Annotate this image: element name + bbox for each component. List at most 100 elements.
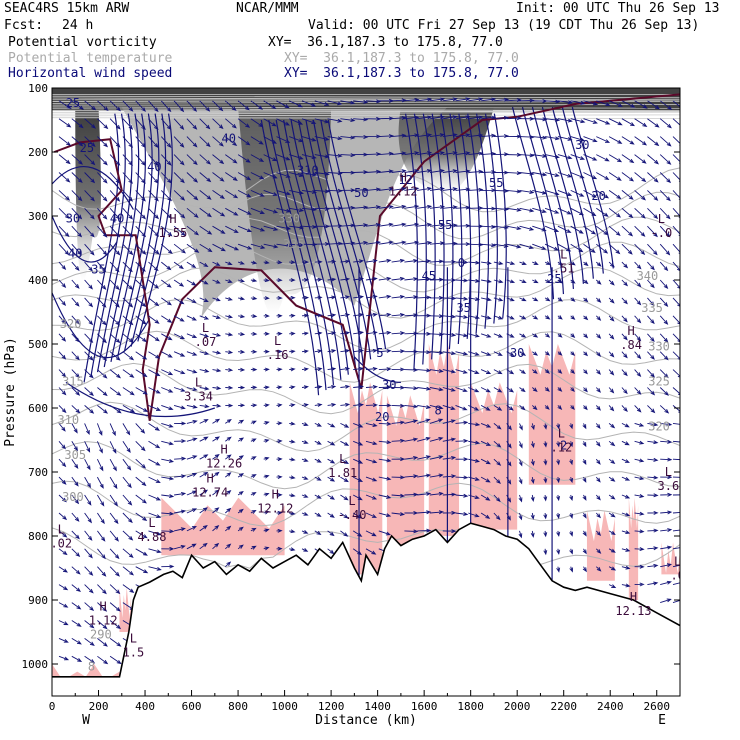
wind-vector-570 bbox=[442, 296, 457, 301]
wind-vector-991 bbox=[186, 455, 198, 460]
wind-vector-1023 bbox=[595, 458, 601, 465]
wind-vector-913 bbox=[442, 419, 456, 424]
wind-vector-87 bbox=[532, 117, 548, 122]
wind-vector-16 bbox=[250, 100, 264, 110]
wind-vector-751 bbox=[250, 367, 258, 372]
wind-vector-371 bbox=[404, 222, 420, 227]
extremum-kind-15: L bbox=[558, 427, 565, 441]
wind-speed-label-20: 30 bbox=[510, 346, 524, 360]
wind-vector-923 bbox=[569, 423, 574, 430]
wind-vector-335 bbox=[570, 207, 585, 216]
wind-contour-c-3 bbox=[422, 113, 436, 360]
wind-vector-503 bbox=[212, 279, 221, 284]
wind-vector-933 bbox=[71, 441, 79, 452]
wind-vector-821 bbox=[519, 387, 526, 393]
wind-vector-239 bbox=[596, 172, 610, 180]
wind-vector-1218 bbox=[672, 529, 680, 532]
wind-vector-1110 bbox=[455, 493, 469, 498]
wind-vector-881 bbox=[659, 405, 670, 414]
wind-vector-746 bbox=[186, 369, 198, 374]
wind-vector-314 bbox=[301, 207, 318, 212]
wind-vector-1162 bbox=[493, 512, 501, 521]
wind-vector-48 bbox=[659, 100, 673, 111]
wind-vector-241 bbox=[621, 172, 635, 182]
wind-vector-737 bbox=[71, 369, 81, 379]
wind-vector-1208 bbox=[543, 530, 548, 538]
theta-label-1: 330 bbox=[278, 211, 300, 225]
wind-vector-296 bbox=[71, 207, 83, 220]
wind-vector-990 bbox=[174, 456, 187, 461]
wind-vector-325 bbox=[442, 205, 458, 210]
wind-vector-1191 bbox=[237, 526, 244, 532]
wind-vector-172 bbox=[365, 152, 382, 157]
wind-vector-625 bbox=[519, 315, 527, 320]
wind-vector-974 bbox=[595, 441, 601, 447]
wind-vector-696 bbox=[173, 351, 186, 357]
wind-vector-825 bbox=[570, 387, 575, 393]
wind-vector-235 bbox=[544, 172, 560, 177]
wind-vector-557 bbox=[276, 295, 283, 300]
wind-vector-385 bbox=[583, 225, 597, 235]
theta-label-9: 315 bbox=[62, 375, 84, 389]
wind-vector-181 bbox=[481, 151, 497, 156]
wind-vector-705 bbox=[289, 349, 296, 354]
extremum-value-16: 3.6 bbox=[658, 479, 680, 493]
wind-vector-159 bbox=[199, 154, 211, 165]
wind-vector-1101 bbox=[340, 494, 349, 501]
extremum-value-1: 1.55 bbox=[158, 226, 187, 240]
wind-vector-981 bbox=[58, 458, 67, 468]
wind-vector-1011 bbox=[442, 455, 457, 460]
wind-vector-461 bbox=[302, 260, 310, 265]
wind-vector-1289 bbox=[71, 602, 82, 610]
wind-vector-329 bbox=[493, 207, 510, 212]
wind-vector-2 bbox=[71, 100, 84, 110]
wind-vector-99 bbox=[58, 136, 72, 146]
wind-vector-654 bbox=[263, 331, 270, 336]
wind-vector-409 bbox=[263, 243, 279, 249]
wind-vector-661 bbox=[353, 330, 365, 335]
wind-vector-1125 bbox=[647, 493, 659, 498]
wind-vector-668 bbox=[442, 332, 457, 337]
wind-vector-806 bbox=[327, 384, 337, 389]
wind-vector-124 bbox=[378, 134, 394, 139]
wind-vector-333 bbox=[544, 207, 560, 214]
wind-vector-1124 bbox=[634, 494, 645, 498]
wind-vector-70 bbox=[314, 118, 330, 124]
wind-vector-122 bbox=[353, 134, 369, 140]
extremum-value-13: -.40 bbox=[338, 508, 367, 522]
wind-vector-613 bbox=[365, 312, 378, 317]
wind-vector-902 bbox=[301, 422, 309, 426]
wind-vector-336 bbox=[583, 207, 597, 217]
wind-vector-565 bbox=[378, 294, 392, 299]
wind-vector-552 bbox=[212, 297, 221, 302]
wind-vector-394 bbox=[71, 243, 82, 256]
wind-vector-1240 bbox=[327, 548, 335, 555]
extremum-value-12: 1.81 bbox=[328, 466, 357, 480]
wind-vector-233 bbox=[519, 171, 535, 176]
wind-vector-590 bbox=[71, 315, 80, 325]
wind-vector-1018 bbox=[530, 459, 535, 466]
wind-vector-1269 bbox=[608, 566, 617, 571]
wind-vector-110 bbox=[199, 136, 211, 148]
wind-vector-595 bbox=[135, 315, 147, 325]
wind-vector-959 bbox=[404, 437, 419, 442]
x-tick-label-11: 2000 bbox=[504, 700, 531, 713]
extremum-kind-14: L bbox=[148, 516, 155, 530]
field-name-wind: Horizontal wind speed bbox=[8, 66, 173, 81]
wind-vector-855 bbox=[327, 402, 337, 407]
wind-vector-162 bbox=[237, 154, 251, 163]
wind-vector-304 bbox=[173, 207, 186, 219]
wind-vector-714 bbox=[404, 349, 419, 354]
wind-vector-700 bbox=[225, 350, 234, 355]
wind-vector-340 bbox=[634, 207, 646, 219]
wind-vector-362 bbox=[289, 225, 305, 230]
wind-vector-438 bbox=[634, 243, 646, 256]
wind-vector-138 bbox=[557, 136, 573, 141]
wind-contour-b-10 bbox=[327, 119, 387, 350]
wind-vector-146 bbox=[659, 136, 672, 147]
wind-vector-551 bbox=[199, 297, 209, 302]
wind-vector-728 bbox=[583, 351, 588, 357]
wind-vector-513 bbox=[340, 277, 351, 282]
wind-vector-274 bbox=[417, 186, 433, 191]
wind-vector-442 bbox=[58, 261, 67, 271]
